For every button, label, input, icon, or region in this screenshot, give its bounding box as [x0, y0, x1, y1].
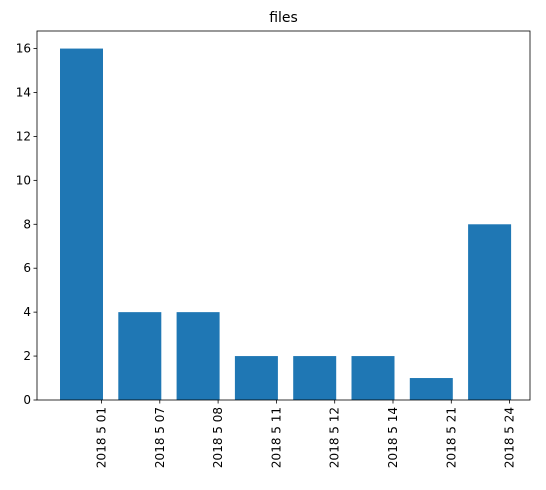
x-tick-label-6: 2018 5 21 [444, 407, 458, 468]
bar-5 [351, 356, 395, 400]
x-tick-label-1: 2018 5 07 [153, 407, 167, 468]
bar-4 [293, 356, 337, 400]
y-tick-label-5: 10 [16, 173, 31, 187]
y-tick-label-6: 12 [16, 129, 31, 143]
y-ticks-group: 0 2 4 6 8 10 12 14 16 [16, 42, 37, 407]
y-tick-label-1: 2 [23, 349, 31, 363]
chart-title: files [269, 10, 298, 26]
x-tick-label-3: 2018 5 11 [269, 407, 283, 468]
x-ticks-group: 2018 5 01 2018 5 07 2018 5 08 2018 5 11 2018… [95, 400, 517, 468]
bar-3 [234, 356, 278, 400]
y-tick-label-8: 16 [16, 42, 31, 56]
bar-0 [60, 48, 103, 400]
plot-frame [36, 30, 531, 401]
bar-2 [176, 312, 220, 400]
x-tick-label-7: 2018 5 24 [503, 407, 517, 468]
x-tick-label-4: 2018 5 12 [328, 407, 342, 468]
y-tick-label-3: 6 [23, 261, 31, 275]
axes-group [36, 30, 531, 401]
y-tick-label-4: 8 [23, 217, 31, 231]
bar-7 [468, 224, 512, 400]
y-tick-label-0: 0 [23, 393, 31, 407]
bars-group [60, 48, 512, 400]
x-tick-label-5: 2018 5 14 [386, 407, 400, 468]
x-tick-label-0: 2018 5 01 [95, 407, 109, 468]
y-tick-label-2: 4 [23, 305, 31, 319]
x-tick-label-2: 2018 5 08 [211, 407, 225, 468]
y-tick-label-7: 14 [16, 86, 31, 100]
bar-6 [409, 378, 453, 400]
bar-1 [118, 312, 162, 400]
